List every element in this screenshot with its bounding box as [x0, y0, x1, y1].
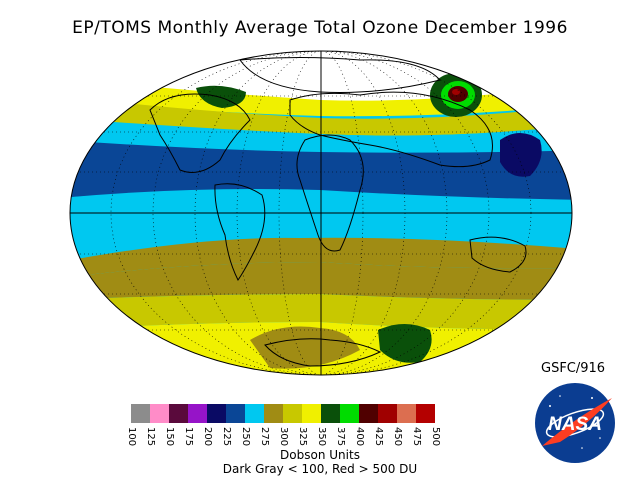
- credit-label: GSFC/916: [541, 361, 606, 376]
- legend-swatch: [397, 404, 416, 423]
- legend-units: Dobson Units: [280, 448, 360, 462]
- ozone-bands: [70, 51, 572, 375]
- legend-note: Dark Gray < 100, Red > 500 DU: [222, 462, 418, 476]
- legend-swatch: [169, 404, 188, 423]
- legend-swatch: [302, 404, 321, 423]
- nasa-logo: NASA: [535, 383, 615, 463]
- coastlines: [149, 57, 527, 367]
- legend-swatch: [416, 404, 435, 423]
- legend-swatch: [359, 404, 378, 423]
- legend-swatch: [378, 404, 397, 423]
- legend-swatch: [150, 404, 169, 423]
- legend-swatch: [245, 404, 264, 423]
- legend-swatch: [131, 404, 150, 423]
- legend-swatch: [207, 404, 226, 423]
- legend-swatch: [340, 404, 359, 423]
- legend-swatch: [283, 404, 302, 423]
- nasa-logo-text: NASA: [548, 414, 602, 435]
- legend-swatch: [321, 404, 340, 423]
- legend-swatch: [226, 404, 245, 423]
- ozone-map: [69, 50, 573, 376]
- legend-swatch: [188, 404, 207, 423]
- legend-swatch: [264, 404, 283, 423]
- map-title: EP/TOMS Monthly Average Total Ozone Dece…: [72, 18, 568, 38]
